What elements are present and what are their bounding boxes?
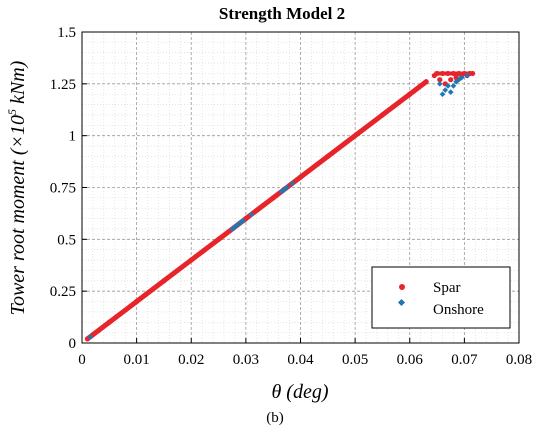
legend-spar-marker xyxy=(399,284,405,290)
y-tick-label: 0.75 xyxy=(50,181,76,197)
legend-box xyxy=(371,266,511,329)
spar-point xyxy=(434,70,440,77)
spar-point xyxy=(450,70,457,77)
y-tick-label: 0.5 xyxy=(57,232,76,248)
onshore-point xyxy=(445,83,451,89)
spar-point xyxy=(106,319,112,325)
onshore-point xyxy=(450,83,457,89)
onshore-point xyxy=(248,211,255,218)
spar-point xyxy=(325,153,331,159)
data-points xyxy=(84,70,476,342)
onshore-point xyxy=(442,87,449,93)
spar-point xyxy=(423,79,429,85)
spar-point xyxy=(161,278,167,284)
spar-point xyxy=(215,236,222,242)
onshore-point xyxy=(464,72,470,79)
onshore-point xyxy=(458,74,465,81)
x-tick-label: 0.03 xyxy=(233,352,259,368)
chart-title: Strength Model 2 xyxy=(219,4,345,23)
spar-point xyxy=(437,77,443,83)
onshore-point xyxy=(439,91,446,98)
spar-point xyxy=(445,70,451,77)
onshore-point xyxy=(289,180,296,187)
legend-onshore-marker xyxy=(397,298,406,307)
x-tick-label: 0.07 xyxy=(451,352,478,368)
x-tick-label: 0 xyxy=(78,352,86,368)
onshore-point xyxy=(284,184,290,191)
x-axis-label: θ (deg) xyxy=(271,381,328,403)
onshore-point xyxy=(436,81,443,87)
y-tick-label: 1 xyxy=(69,129,77,145)
y-tick-label: 1.5 xyxy=(57,25,76,41)
figure-caption: (b) xyxy=(266,410,284,426)
spar-point xyxy=(352,133,358,139)
spar-point xyxy=(270,195,276,201)
y-axis-label-unit: kNm) xyxy=(7,60,29,109)
spar-point xyxy=(379,112,386,118)
x-tick-label: 0.08 xyxy=(506,352,532,368)
spar-point xyxy=(297,174,304,180)
spar-point xyxy=(448,77,454,83)
y-axis-ticks: 0 0.25 0.5 0.75 1 1.25 1.5 xyxy=(50,25,87,352)
onshore-point xyxy=(447,89,454,95)
x-tick-label: 0.01 xyxy=(124,352,150,368)
x-tick-label: 0.02 xyxy=(178,352,204,368)
y-axis-label-main: Tower root moment (×10 xyxy=(7,115,29,315)
spar-point xyxy=(439,70,446,77)
spar-point xyxy=(188,257,194,263)
legend: Spar Onshore xyxy=(371,266,511,329)
legend-spar-label: Spar xyxy=(433,280,461,296)
legend-onshore-label: Onshore xyxy=(433,302,484,318)
spar-point xyxy=(134,298,140,305)
spar-series-band xyxy=(84,79,429,342)
y-tick-label: 0.25 xyxy=(50,284,76,300)
y-tick-label: 1.25 xyxy=(50,77,76,93)
onshore-point xyxy=(240,217,246,224)
x-tick-label: 0.06 xyxy=(397,352,424,368)
onshore-point xyxy=(87,333,94,340)
x-axis-ticks: 0 0.01 0.02 0.03 0.04 0.05 0.06 0.07 0.08 xyxy=(78,338,532,368)
spar-point xyxy=(407,91,413,97)
y-tick-label: 0 xyxy=(69,336,77,352)
y-axis-label: Tower root moment (×105 kNm) xyxy=(5,60,29,315)
x-tick-label: 0.05 xyxy=(342,352,368,368)
x-tick-label: 0.04 xyxy=(287,352,314,368)
spar-point xyxy=(469,70,476,77)
y-axis-label-exponent: 5 xyxy=(5,109,19,115)
